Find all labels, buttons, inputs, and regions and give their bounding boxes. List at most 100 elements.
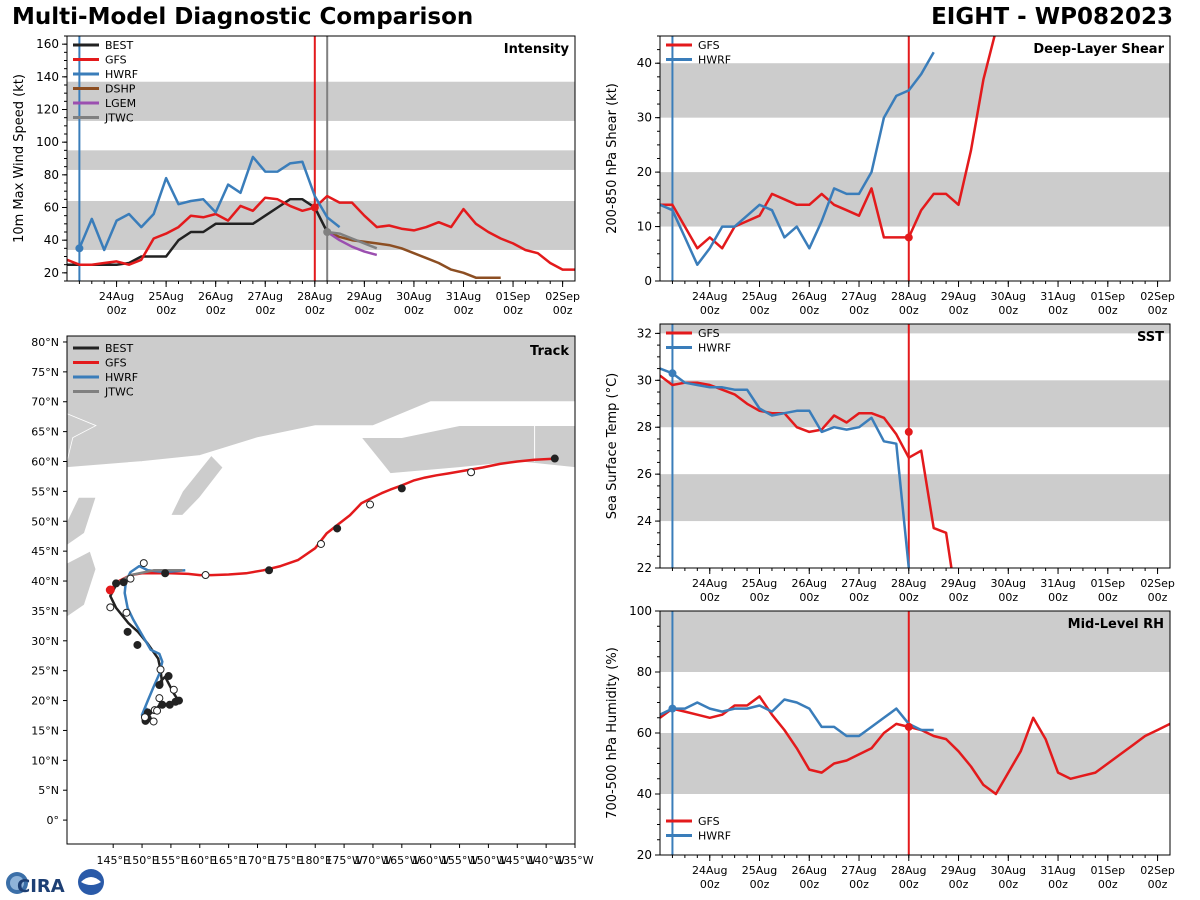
- x-tick-hour: 00z: [750, 304, 770, 317]
- x-tick-date: 02Sep: [1140, 290, 1175, 303]
- x-tick-hour: 00z: [1148, 304, 1168, 317]
- best-track-point: [155, 694, 164, 703]
- legend-label-gfs: GFS: [105, 54, 127, 67]
- y-tick-label: 60: [44, 201, 59, 215]
- x-tick-label: 165°E: [212, 854, 245, 867]
- y-tick-label: 60: [637, 726, 652, 740]
- panel-title: Track: [530, 344, 569, 359]
- x-tick-hour: 00z: [799, 304, 819, 317]
- legend-label-hwrf: HWRF: [105, 371, 138, 384]
- legend-label-hwrf: HWRF: [698, 54, 731, 67]
- panel-shear: 01020304024Aug00z25Aug00z26Aug00z27Aug00…: [605, 35, 1175, 317]
- map-area: [67, 336, 575, 726]
- landmass: [67, 550, 97, 618]
- x-tick-label: 180°E: [299, 854, 332, 867]
- y-tick-label: 20°N: [31, 695, 59, 708]
- x-tick-hour: 00z: [1098, 304, 1118, 317]
- x-tick-date: 24Aug: [692, 290, 727, 303]
- y-tick-label: 40°N: [31, 575, 59, 588]
- legend-label-best: BEST: [105, 39, 133, 52]
- x-tick-date: 02Sep: [1140, 577, 1175, 590]
- y-tick-label: 55°N: [31, 485, 59, 498]
- x-tick-hour: 00z: [700, 878, 720, 891]
- y-axis-label: 200-850 hPa Shear (kt): [605, 83, 620, 234]
- climatology-band: [67, 150, 575, 170]
- x-tick-date: 27Aug: [248, 290, 283, 303]
- x-tick-date: 27Aug: [841, 290, 876, 303]
- y-tick-label: 45°N: [31, 545, 59, 558]
- marker-gfs: [904, 722, 913, 731]
- x-tick-hour: 00z: [849, 591, 869, 604]
- series-line-hwrf: [660, 367, 911, 568]
- marker-hwrf: [668, 369, 677, 378]
- x-tick-hour: 00z: [1048, 878, 1068, 891]
- gfs-track-point: [467, 468, 476, 477]
- plot-area: [660, 611, 1170, 855]
- x-tick-label: 175°W: [325, 854, 362, 867]
- best-track-point: [156, 665, 165, 674]
- best-track-point: [164, 672, 173, 681]
- x-tick-hour: 00z: [1098, 591, 1118, 604]
- climatology-band: [660, 172, 1170, 227]
- y-axis-label: 700-500 hPa Humidity (%): [605, 647, 620, 819]
- y-tick-label: 60°N: [31, 456, 59, 469]
- y-tick-label: 32: [637, 326, 652, 340]
- x-tick-date: 31Aug: [1040, 577, 1075, 590]
- legend-label-jtwc: JTWC: [104, 386, 134, 399]
- panel-title: SST: [1137, 330, 1164, 345]
- y-tick-label: 10: [637, 220, 652, 234]
- best-track-point: [140, 713, 149, 722]
- x-tick-hour: 00z: [750, 591, 770, 604]
- x-tick-hour: 00z: [305, 304, 325, 317]
- logo-text: CIRA: [17, 876, 65, 897]
- x-tick-date: 27Aug: [841, 864, 876, 877]
- panel-intensity: 2040608010012014016024Aug00z25Aug00z26Au…: [12, 35, 580, 317]
- best-track-point: [169, 685, 178, 694]
- best-track-point: [153, 706, 162, 715]
- plot-area: [660, 324, 1170, 568]
- best-track-point: [122, 608, 131, 617]
- legend-label-dshp: DSHP: [105, 83, 136, 96]
- legend-label-jtwc: JTWC: [104, 112, 134, 125]
- x-tick-hour: 00z: [503, 304, 523, 317]
- best-track-point: [106, 603, 115, 612]
- climatology-band: [660, 63, 1170, 118]
- x-tick-date: 30Aug: [396, 290, 431, 303]
- landmass: [67, 413, 97, 462]
- current-position-marker: [105, 585, 115, 595]
- legend-label-hwrf: HWRF: [698, 830, 731, 843]
- page-title: Multi-Model Diagnostic Comparison: [12, 4, 474, 30]
- best-track-point: [126, 574, 135, 583]
- x-tick-date: 25Aug: [742, 577, 777, 590]
- storm-id-title: EIGHT - WP082023: [931, 4, 1173, 30]
- y-tick-label: 160: [36, 37, 59, 51]
- climatology-band: [660, 611, 1170, 672]
- y-tick-label: 80: [637, 665, 652, 679]
- y-tick-label: 10°N: [31, 754, 59, 767]
- gfs-track-point: [265, 566, 274, 575]
- best-track-point: [133, 640, 142, 649]
- y-tick-label: 40: [637, 787, 652, 801]
- x-tick-hour: 00z: [1048, 304, 1068, 317]
- y-tick-label: 0°: [47, 814, 60, 827]
- gfs-track-point: [201, 571, 210, 580]
- panel-sst: 22242628303224Aug00z25Aug00z26Aug00z27Au…: [605, 323, 1175, 604]
- x-tick-hour: 00z: [849, 878, 869, 891]
- x-tick-date: 26Aug: [792, 290, 827, 303]
- x-tick-date: 01Sep: [1090, 577, 1125, 590]
- gfs-track-point: [550, 454, 559, 463]
- y-tick-label: 30: [637, 111, 652, 125]
- series-line-lgem: [326, 230, 378, 257]
- x-tick-hour: 00z: [156, 304, 176, 317]
- best-track-point: [149, 717, 158, 726]
- legend-label-best: BEST: [105, 342, 133, 355]
- y-tick-label: 5°N: [38, 784, 59, 797]
- x-tick-date: 25Aug: [742, 864, 777, 877]
- x-tick-hour: 00z: [799, 591, 819, 604]
- x-tick-label: 160°W: [412, 854, 449, 867]
- climatology-band: [660, 324, 1170, 334]
- gfs-track-point: [161, 569, 170, 578]
- x-tick-date: 02Sep: [545, 290, 580, 303]
- x-tick-label: 135°W: [556, 854, 593, 867]
- x-tick-hour: 00z: [998, 304, 1018, 317]
